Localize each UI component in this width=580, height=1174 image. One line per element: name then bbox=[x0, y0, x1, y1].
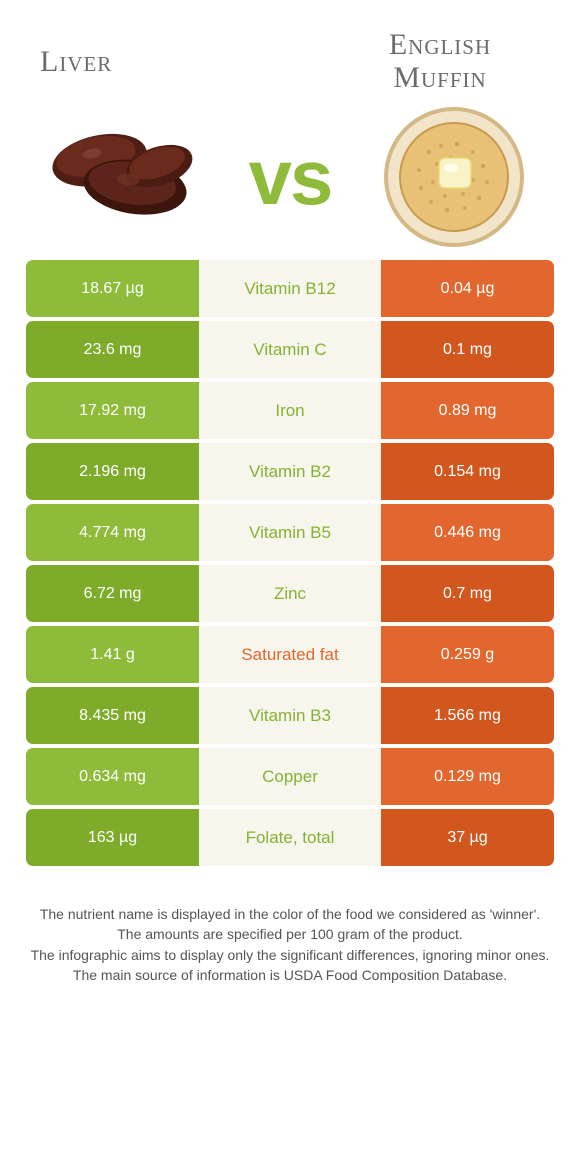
nutrient-row: 17.92 mgIron0.89 mg bbox=[26, 382, 554, 439]
footer-line: The infographic aims to display only the… bbox=[30, 945, 550, 965]
left-value: 4.774 mg bbox=[26, 504, 199, 561]
right-value: 0.89 mg bbox=[381, 382, 554, 439]
right-value: 0.04 µg bbox=[381, 260, 554, 317]
right-value: 0.259 g bbox=[381, 626, 554, 683]
left-value: 1.41 g bbox=[26, 626, 199, 683]
nutrient-name: Vitamin B5 bbox=[199, 504, 381, 561]
footer-line: The main source of information is USDA F… bbox=[30, 965, 550, 985]
left-value: 6.72 mg bbox=[26, 565, 199, 622]
nutrient-row: 6.72 mgZinc0.7 mg bbox=[26, 565, 554, 622]
right-value: 0.154 mg bbox=[381, 443, 554, 500]
hero-row: vs bbox=[0, 112, 580, 260]
left-value: 0.634 mg bbox=[26, 748, 199, 805]
right-value: 0.129 mg bbox=[381, 748, 554, 805]
nutrient-name: Vitamin C bbox=[199, 321, 381, 378]
left-value: 163 µg bbox=[26, 809, 199, 866]
nutrient-row: 163 µgFolate, total37 µg bbox=[26, 809, 554, 866]
nutrient-name: Vitamin B3 bbox=[199, 687, 381, 744]
nutrient-name: Saturated fat bbox=[199, 626, 381, 683]
right-value: 1.566 mg bbox=[381, 687, 554, 744]
nutrient-name: Iron bbox=[199, 382, 381, 439]
nutrient-row: 1.41 gSaturated fat0.259 g bbox=[26, 626, 554, 683]
right-value: 0.7 mg bbox=[381, 565, 554, 622]
left-value: 18.67 µg bbox=[26, 260, 199, 317]
nutrient-row: 18.67 µgVitamin B120.04 µg bbox=[26, 260, 554, 317]
nutrient-name: Copper bbox=[199, 748, 381, 805]
left-food-title: Liver bbox=[40, 45, 112, 78]
nutrient-row: 23.6 mgVitamin C0.1 mg bbox=[26, 321, 554, 378]
right-food-title: EnglishMuffin bbox=[340, 28, 540, 94]
nutrient-row: 4.774 mgVitamin B50.446 mg bbox=[26, 504, 554, 561]
liver-image bbox=[38, 112, 213, 242]
nutrient-name: Folate, total bbox=[199, 809, 381, 866]
nutrient-name: Vitamin B2 bbox=[199, 443, 381, 500]
vs-label: vs bbox=[249, 132, 332, 223]
nutrient-row: 8.435 mgVitamin B31.566 mg bbox=[26, 687, 554, 744]
nutrient-name: Vitamin B12 bbox=[199, 260, 381, 317]
nutrient-row: 2.196 mgVitamin B20.154 mg bbox=[26, 443, 554, 500]
muffin-image bbox=[367, 112, 542, 242]
left-value: 2.196 mg bbox=[26, 443, 199, 500]
nutrient-table: 18.67 µgVitamin B120.04 µg23.6 mgVitamin… bbox=[0, 260, 580, 866]
left-value: 8.435 mg bbox=[26, 687, 199, 744]
right-value: 37 µg bbox=[381, 809, 554, 866]
right-value: 0.1 mg bbox=[381, 321, 554, 378]
left-value: 17.92 mg bbox=[26, 382, 199, 439]
nutrient-name: Zinc bbox=[199, 565, 381, 622]
footer-line: The nutrient name is displayed in the co… bbox=[30, 904, 550, 924]
header: Liver EnglishMuffin bbox=[0, 0, 580, 112]
footer-line: The amounts are specified per 100 gram o… bbox=[30, 924, 550, 944]
right-value: 0.446 mg bbox=[381, 504, 554, 561]
left-value: 23.6 mg bbox=[26, 321, 199, 378]
footer-notes: The nutrient name is displayed in the co… bbox=[0, 870, 580, 985]
nutrient-row: 0.634 mgCopper0.129 mg bbox=[26, 748, 554, 805]
